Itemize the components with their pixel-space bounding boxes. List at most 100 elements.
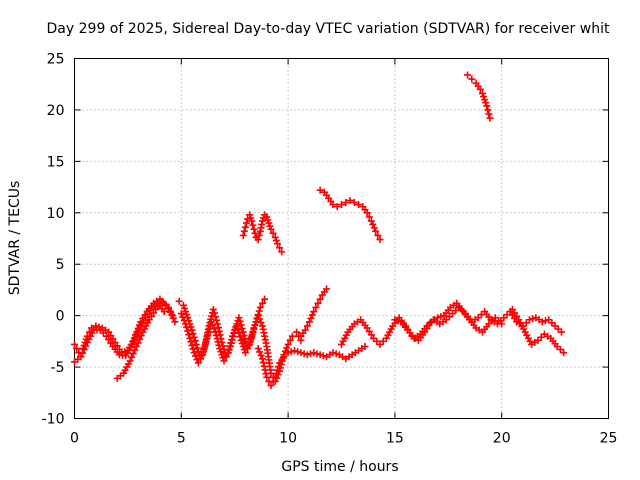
data-point [205, 328, 213, 336]
data-point [259, 359, 267, 367]
series-track-low-2 [71, 299, 168, 366]
y-tick-label: -5 [51, 360, 65, 376]
data-point [305, 318, 313, 326]
data-point [257, 351, 265, 359]
data-point [234, 326, 242, 334]
data-point [323, 285, 331, 293]
data-point [310, 349, 318, 357]
data-point [200, 347, 208, 355]
y-tick-label: 0 [56, 309, 65, 325]
data-point [272, 370, 280, 378]
y-tick-label: -10 [42, 412, 65, 428]
data-point [202, 338, 210, 346]
y-tick-label: 25 [47, 52, 65, 68]
x-tick-label: 20 [493, 431, 511, 447]
data-point [207, 318, 215, 326]
data-point [214, 320, 222, 328]
x-tick-label: 0 [70, 431, 79, 447]
data-point [332, 350, 340, 358]
data-point [297, 349, 305, 357]
data-point [278, 248, 286, 256]
data-point [237, 321, 245, 329]
data-point [367, 217, 375, 225]
data-point [267, 382, 275, 390]
data-point [228, 336, 236, 344]
data-point [254, 312, 262, 320]
data-point [254, 345, 262, 353]
data-point [188, 341, 196, 349]
data-point [286, 336, 294, 344]
data-point [226, 342, 234, 350]
data-point [248, 217, 256, 225]
data-point [319, 352, 327, 360]
data-point [269, 229, 277, 237]
data-point [269, 377, 277, 385]
data-point [560, 349, 568, 357]
data-point [133, 330, 141, 338]
data-point [256, 303, 264, 311]
data-point [233, 322, 241, 330]
data-point [361, 343, 369, 350]
series-track-high-1 [239, 211, 286, 256]
data-point [164, 303, 172, 311]
data-point [529, 315, 537, 323]
y-tick-label: 20 [47, 103, 65, 119]
data-point [212, 331, 220, 339]
data-point [191, 337, 199, 345]
y-tick-label: 5 [56, 257, 65, 273]
data-point [300, 350, 308, 358]
data-point [194, 359, 202, 367]
data-point [256, 348, 264, 356]
data-point [82, 342, 90, 350]
data-point [280, 353, 288, 361]
data-point [484, 106, 492, 114]
data-point [222, 353, 230, 361]
data-point [274, 363, 282, 371]
data-point [131, 333, 139, 341]
data-point [188, 326, 196, 334]
data-point [128, 353, 136, 361]
data-point [273, 240, 281, 248]
data-point [316, 295, 324, 303]
y-axis-label: SDTVAR / TECUs [7, 181, 23, 296]
series-track-high-2 [316, 186, 384, 244]
data-point [271, 373, 279, 381]
data-point [372, 227, 380, 235]
data-point [241, 349, 249, 357]
data-point [376, 236, 384, 244]
data-point [201, 341, 209, 349]
data-point [189, 330, 197, 338]
data-point [247, 334, 255, 342]
data-point [246, 340, 254, 348]
data-point [197, 355, 205, 363]
data-point [134, 339, 142, 347]
data-point [169, 314, 177, 322]
data-point [249, 221, 257, 229]
series-track-high-3 [464, 71, 494, 122]
data-point [128, 340, 136, 348]
data-point [182, 320, 190, 328]
data-point [214, 324, 222, 332]
data-point [168, 311, 176, 319]
data-point [240, 227, 248, 235]
data-point [210, 325, 218, 333]
data-point [394, 317, 402, 325]
data-point [313, 350, 321, 358]
data-point [210, 309, 218, 317]
data-point [293, 328, 301, 336]
data-point [190, 333, 198, 341]
data-point [189, 345, 197, 353]
data-point [276, 244, 284, 252]
data-point [211, 313, 219, 321]
data-point [486, 114, 494, 122]
data-point [193, 344, 201, 352]
data-point [187, 338, 195, 346]
data-point [558, 328, 566, 336]
data-point [261, 366, 269, 374]
series-track-mid-3 [254, 343, 369, 390]
data-point [236, 317, 244, 325]
x-tick-label: 25 [600, 431, 618, 447]
data-point [215, 327, 223, 335]
data-point [294, 348, 302, 356]
